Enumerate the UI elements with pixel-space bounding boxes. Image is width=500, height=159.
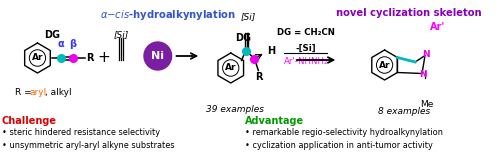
Circle shape: [144, 42, 172, 70]
Text: DG = CH₂CN: DG = CH₂CN: [277, 28, 334, 37]
Text: α: α: [58, 39, 64, 49]
Text: Ar'-NHNH₂: Ar'-NHNH₂: [284, 57, 328, 66]
Text: Ar: Ar: [379, 61, 390, 69]
Text: N: N: [422, 50, 430, 59]
Text: • steric hindered resistance selectivity: • steric hindered resistance selectivity: [2, 128, 160, 137]
Text: R: R: [86, 53, 94, 63]
Text: DG: DG: [44, 30, 60, 40]
Text: N: N: [419, 70, 427, 79]
Text: Ar: Ar: [225, 63, 236, 73]
Text: R: R: [256, 72, 263, 82]
Text: Me: Me: [420, 100, 434, 109]
Text: 8 examples: 8 examples: [378, 107, 430, 116]
Text: 39 examples: 39 examples: [206, 105, 264, 114]
Text: +: +: [97, 49, 110, 65]
Text: • remarkable regio-selectivity hydroalkynylation: • remarkable regio-selectivity hydroalky…: [244, 128, 442, 137]
Text: -[Si]: -[Si]: [296, 44, 316, 53]
Text: Ar': Ar': [430, 22, 446, 32]
Text: • unsymmetric aryl-aryl alkyne substrates: • unsymmetric aryl-aryl alkyne substrate…: [2, 141, 174, 150]
Text: Ar: Ar: [32, 53, 43, 62]
Text: • cyclization application in anti-tumor activity: • cyclization application in anti-tumor …: [244, 141, 432, 150]
Text: novel cyclization skeleton: novel cyclization skeleton: [336, 8, 482, 18]
Text: [Si]: [Si]: [114, 30, 129, 39]
Text: Advantage: Advantage: [244, 116, 304, 126]
Text: , alkyl: , alkyl: [46, 88, 72, 97]
Text: $\mathit{\alpha}$$\mathit{-cis}$-hydroalkynylation: $\mathit{\alpha}$$\mathit{-cis}$-hydroal…: [100, 8, 235, 22]
Text: R =: R =: [15, 88, 34, 97]
Text: H: H: [267, 46, 276, 56]
Text: Ni: Ni: [152, 51, 164, 61]
Text: Challenge: Challenge: [2, 116, 57, 126]
Text: [Si]: [Si]: [241, 12, 256, 21]
Text: β: β: [70, 39, 76, 49]
Text: DG: DG: [234, 33, 250, 43]
Text: aryl: aryl: [30, 88, 47, 97]
